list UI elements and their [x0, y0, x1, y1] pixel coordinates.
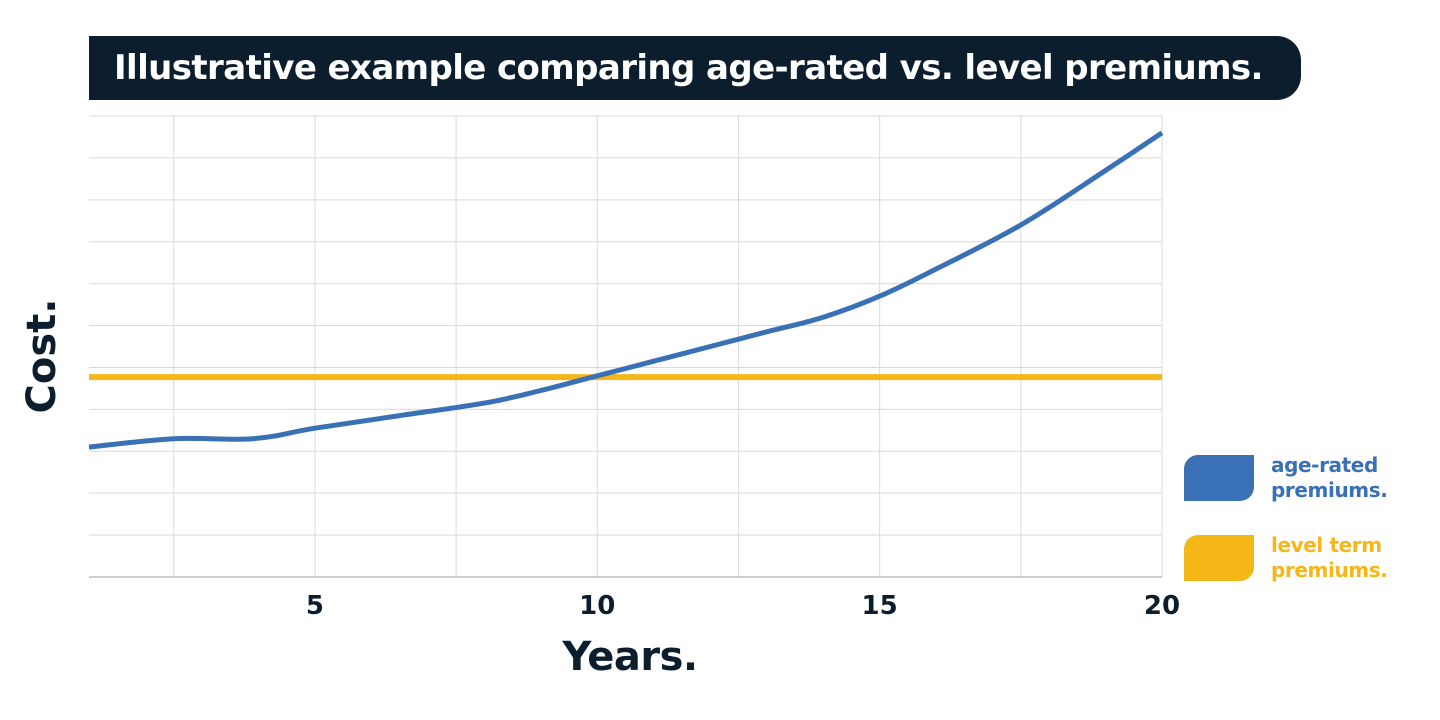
- legend-swatch-age-rated: [1184, 455, 1254, 501]
- x-tick-label: 10: [579, 591, 615, 621]
- series-layer: [88, 130, 1164, 450]
- chart-title-banner: Illustrative example comparing age-rated…: [89, 36, 1301, 100]
- legend-item-level-term: level term premiums.: [1184, 533, 1421, 583]
- x-tick-labels: 5 10 15 20: [306, 591, 1180, 621]
- vertical-grid: [173, 116, 1163, 577]
- y-axis-label: Cost.: [19, 298, 65, 414]
- chart-title: Illustrative example comparing age-rated…: [114, 48, 1263, 88]
- legend-label-age-rated: age-rated premiums.: [1271, 453, 1388, 502]
- x-axis-label: Years.: [562, 634, 698, 680]
- x-tick-label: 5: [306, 591, 324, 621]
- legend-item-age-rated: age-rated premiums.: [1184, 453, 1421, 503]
- legend-swatch-level-term: [1184, 535, 1254, 581]
- x-tick-label: 15: [862, 591, 898, 621]
- series-line-age-rated: [88, 130, 1164, 450]
- horizontal-grid: [89, 115, 1162, 536]
- legend-label-level-term: level term premiums.: [1271, 533, 1388, 582]
- x-tick-label: 20: [1144, 591, 1180, 621]
